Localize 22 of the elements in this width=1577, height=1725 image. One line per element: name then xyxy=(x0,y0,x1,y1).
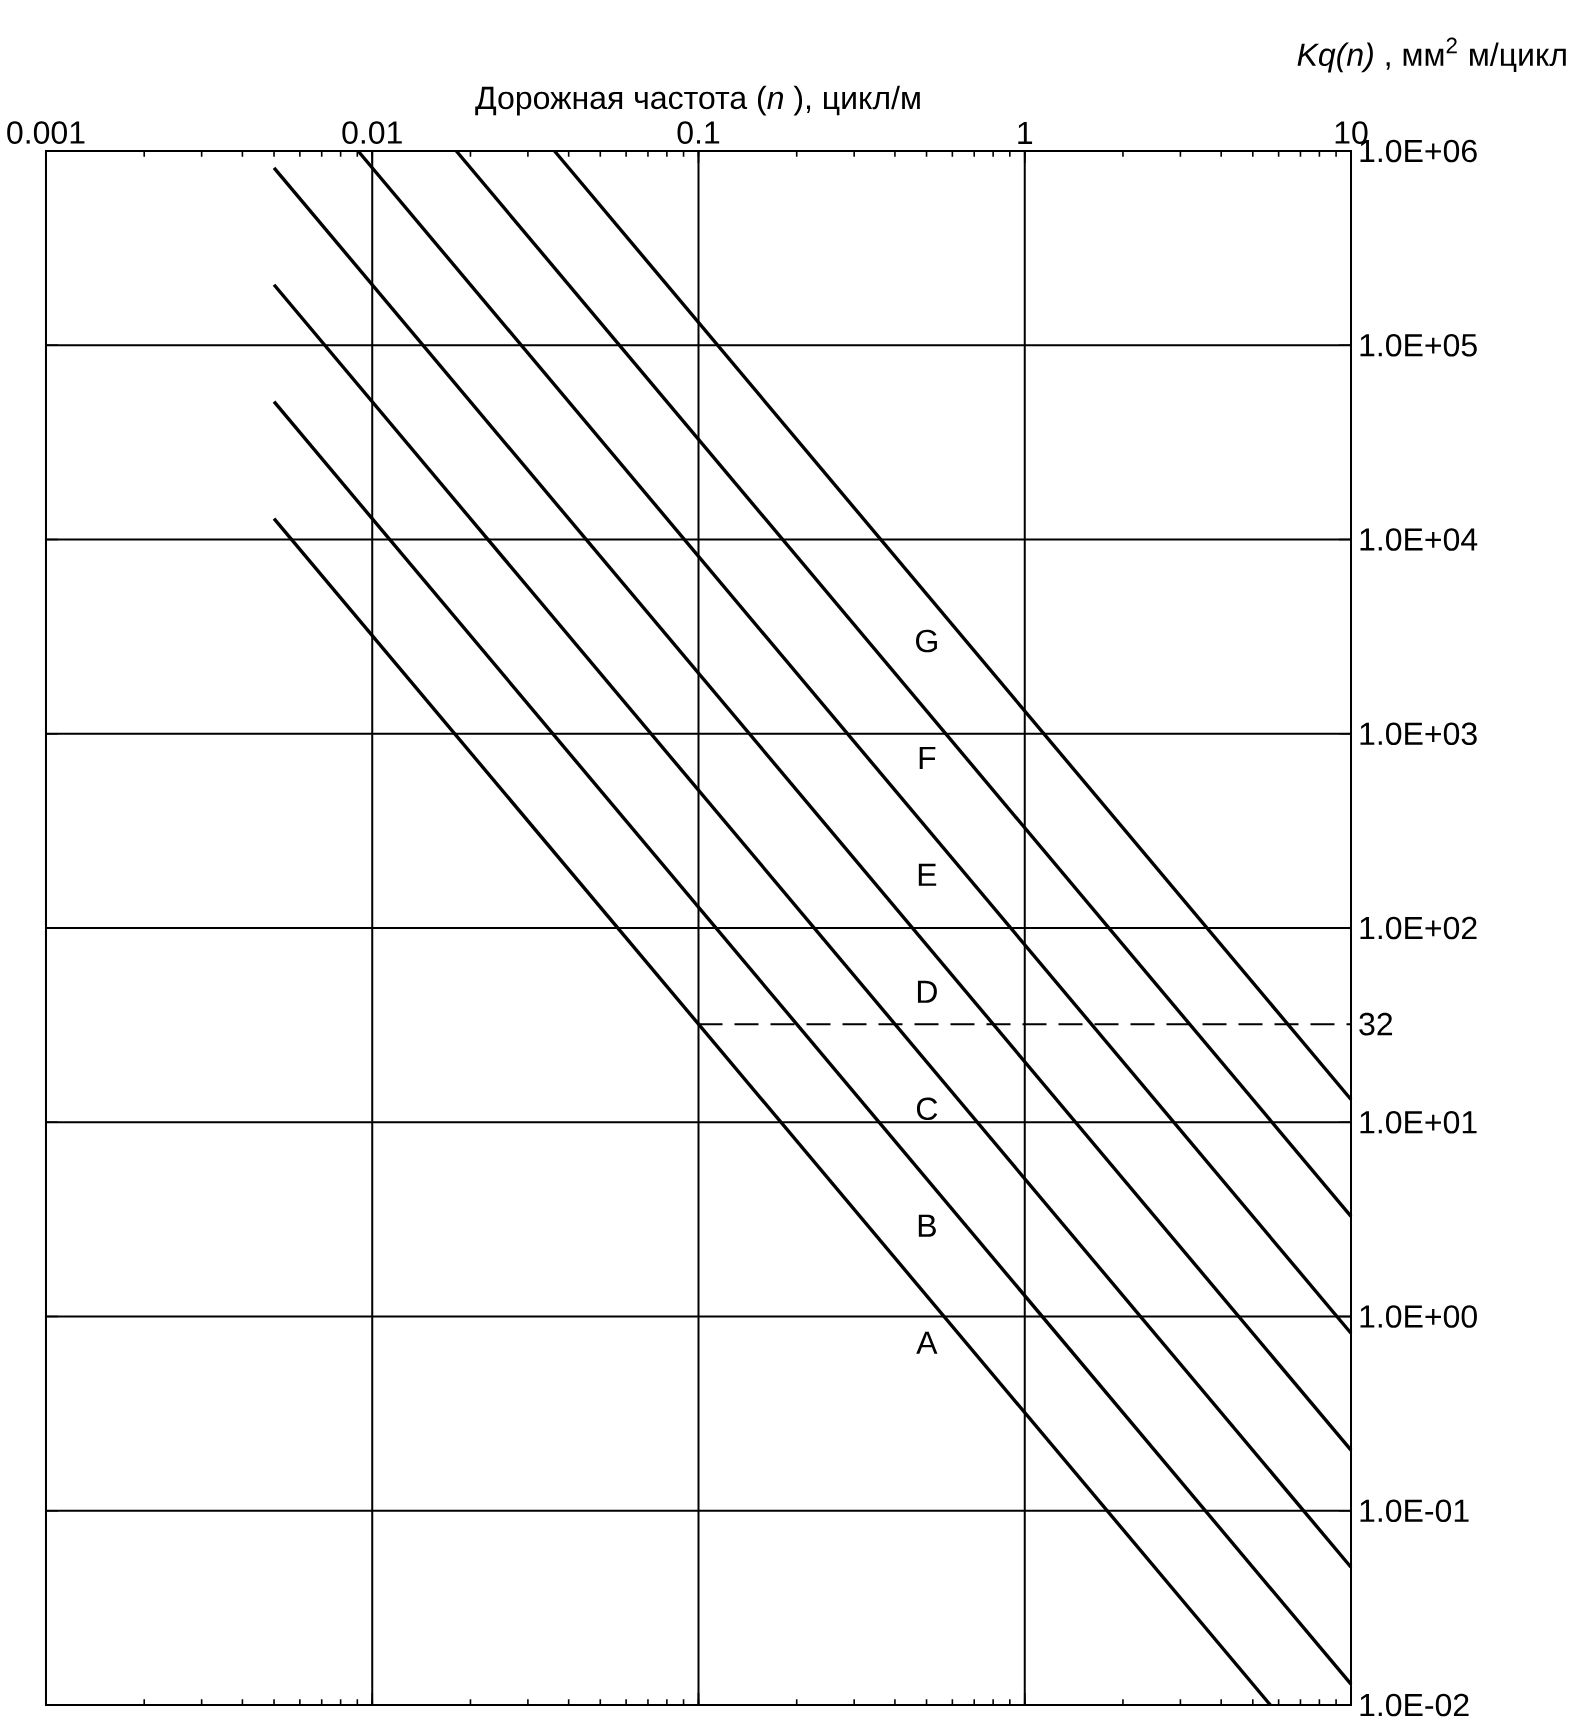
x-axis-title: Дорожная частота (n ), цикл/м xyxy=(475,85,920,116)
y-tick-label: 1.0E+01 xyxy=(1360,1110,1477,1134)
x-tick-label: 0.1 xyxy=(677,121,720,144)
y-tick-label: 1.0E-01 xyxy=(1360,1499,1469,1523)
annotation: C xyxy=(916,1097,938,1121)
annotation: D xyxy=(917,980,937,1003)
y-axis-title: Kq(n) , мм$^{2}$ м/цикл xyxy=(1297,37,1566,73)
y-tick-label: 1.0E+03 xyxy=(1360,722,1477,746)
y-tick-label: 1.0E+04 xyxy=(1360,528,1478,551)
y-tick-label: 32 xyxy=(1359,1012,1393,1036)
y-tick-label: 1.0E+02 xyxy=(1360,916,1477,940)
x-tick-label: 0.001 xyxy=(7,121,85,144)
annotation: F xyxy=(919,746,936,769)
x-tick-label: 0.01 xyxy=(342,121,402,144)
annotation: E xyxy=(918,863,937,886)
annotation: B xyxy=(918,1214,936,1237)
annotation: A xyxy=(916,1331,938,1354)
annotation: G xyxy=(916,629,937,653)
y-tick-label: 1.0E-02 xyxy=(1360,1693,1469,1717)
y-tick-label: 1.0E+00 xyxy=(1360,1305,1477,1328)
x-tick-label: 1 xyxy=(1018,121,1033,144)
y-tick-label: 1.0E+05 xyxy=(1360,333,1477,357)
